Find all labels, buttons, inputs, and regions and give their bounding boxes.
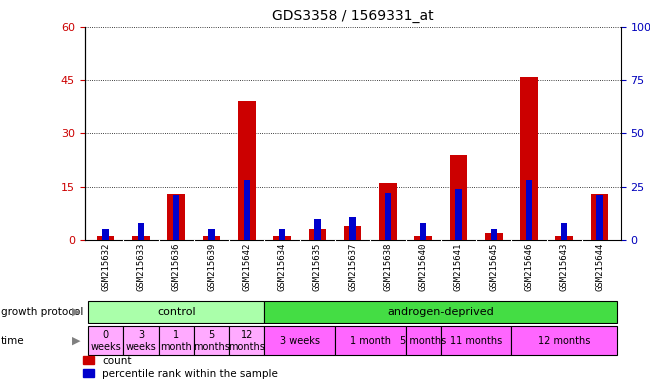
Title: GDS3358 / 1569331_at: GDS3358 / 1569331_at [272, 9, 434, 23]
Text: GSM215636: GSM215636 [172, 243, 181, 291]
Bar [238, 101, 255, 240]
Text: 1
month: 1 month [161, 330, 192, 352]
Bar [344, 226, 361, 240]
Bar [520, 77, 538, 240]
Text: ▶: ▶ [72, 336, 81, 346]
Bar [265, 326, 335, 356]
Bar [194, 326, 229, 356]
Text: 11 months: 11 months [450, 336, 502, 346]
Bar [273, 237, 291, 240]
Bar [556, 237, 573, 240]
Text: GSM215644: GSM215644 [595, 243, 604, 291]
Bar [173, 195, 179, 240]
Bar [265, 301, 617, 323]
Text: ▶: ▶ [72, 307, 81, 317]
Text: 1 month: 1 month [350, 336, 391, 346]
Bar [168, 194, 185, 240]
Bar [209, 229, 214, 240]
Text: 3
weeks: 3 weeks [125, 330, 156, 352]
Bar [512, 326, 618, 356]
Text: GSM215645: GSM215645 [489, 243, 499, 291]
Bar [491, 229, 497, 240]
Text: time: time [1, 336, 24, 346]
Text: GSM215637: GSM215637 [348, 243, 357, 291]
Bar [309, 229, 326, 240]
Text: 5 months: 5 months [400, 336, 447, 346]
Bar [591, 194, 608, 240]
Bar [159, 326, 194, 356]
Bar [526, 180, 532, 240]
Text: 12 months: 12 months [538, 336, 590, 346]
Bar [88, 301, 265, 323]
Text: 3 weeks: 3 weeks [280, 336, 320, 346]
Bar [335, 326, 406, 356]
Bar [350, 217, 356, 240]
Text: GSM215646: GSM215646 [525, 243, 534, 291]
Text: GSM215642: GSM215642 [242, 243, 252, 291]
Text: 0
weeks: 0 weeks [90, 330, 121, 352]
Bar [414, 237, 432, 240]
Bar [450, 155, 467, 240]
Bar [379, 183, 396, 240]
Bar [124, 326, 159, 356]
Text: control: control [157, 307, 196, 317]
Text: GSM215638: GSM215638 [384, 243, 393, 291]
Text: androgen-deprived: androgen-deprived [387, 307, 494, 317]
Bar [88, 326, 124, 356]
Text: growth protocol: growth protocol [1, 307, 83, 317]
Bar [420, 223, 426, 240]
Bar [279, 229, 285, 240]
Bar [455, 189, 461, 240]
Bar [597, 195, 603, 240]
Text: GSM215634: GSM215634 [278, 243, 287, 291]
Bar [229, 326, 265, 356]
Bar [97, 237, 114, 240]
Bar [406, 326, 441, 356]
Text: GSM215633: GSM215633 [136, 243, 146, 291]
Bar [138, 223, 144, 240]
Text: GSM215632: GSM215632 [101, 243, 110, 291]
Bar [485, 233, 502, 240]
Bar [314, 219, 320, 240]
Bar [203, 237, 220, 240]
Bar [385, 193, 391, 240]
Text: 5
months: 5 months [193, 330, 230, 352]
Bar [561, 223, 567, 240]
Bar [441, 326, 512, 356]
Text: GSM215640: GSM215640 [419, 243, 428, 291]
Text: GSM215635: GSM215635 [313, 243, 322, 291]
Bar [244, 180, 250, 240]
Text: GSM215641: GSM215641 [454, 243, 463, 291]
Bar [103, 229, 109, 240]
Text: GSM215643: GSM215643 [560, 243, 569, 291]
Text: 12
months: 12 months [228, 330, 265, 352]
Text: GSM215639: GSM215639 [207, 243, 216, 291]
Bar [132, 237, 150, 240]
Legend: count, percentile rank within the sample: count, percentile rank within the sample [83, 356, 278, 379]
